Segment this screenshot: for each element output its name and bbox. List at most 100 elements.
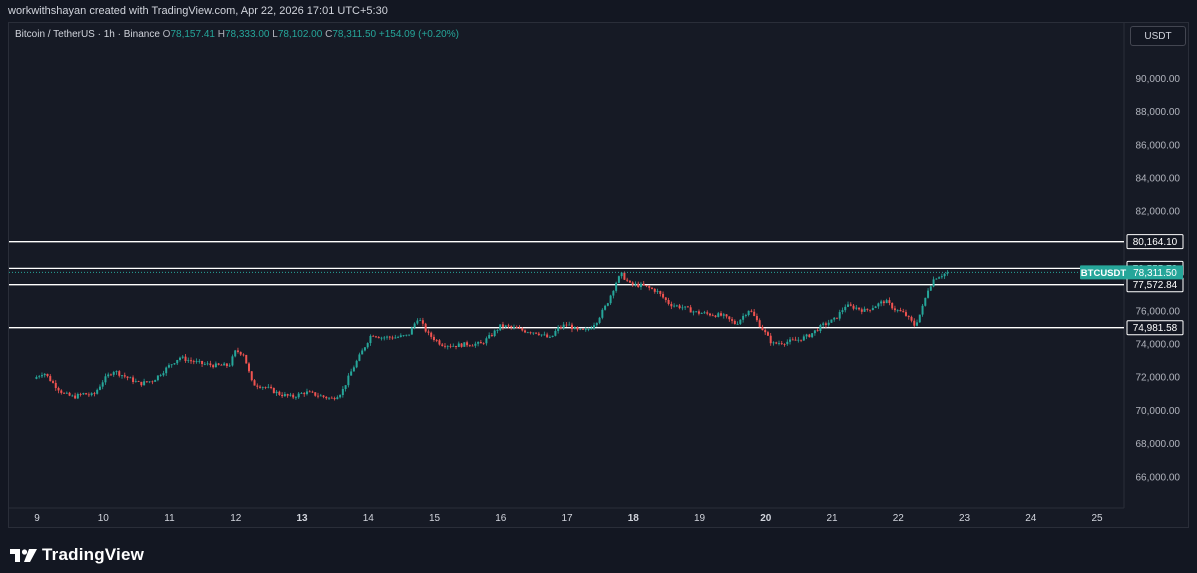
candle-body [744,314,747,316]
candle-body [328,397,331,399]
symbol-tag-box [1080,265,1127,280]
candle-body [789,339,792,342]
candle-body [170,364,173,366]
candles-group [35,270,949,401]
candle-body [245,354,248,364]
candle-body [79,393,82,395]
price-tick-label: 84,000.00 [1136,174,1181,185]
candle-body [907,315,910,317]
candle-body [402,335,405,337]
level-price-tag [1126,234,1184,250]
tradingview-brand[interactable]: TradingView [10,545,144,565]
candle-body [524,330,527,333]
candle-body [386,336,389,338]
candle-body [201,360,204,365]
candle-body [281,394,284,397]
time-tick-label: 25 [1091,513,1103,524]
candle-body [568,324,571,326]
candle-body [631,282,634,285]
candle-body [758,320,761,327]
candle-body [173,363,176,365]
candle-body [501,324,504,327]
currency-button[interactable]: USDT [1130,26,1186,46]
candle-body [739,319,742,324]
candle-body [490,335,493,336]
candle-body [482,343,485,345]
candle-body [684,306,687,308]
candle-body [443,345,446,347]
candle-body [673,305,676,307]
candle-body [921,305,924,315]
candle-body [604,305,607,310]
candle-body [593,325,596,329]
candle-body [305,391,308,395]
candle-body [543,334,546,336]
candle-body [38,376,41,378]
candle-body [143,381,146,386]
candle-body [198,360,201,362]
candle-body [303,393,306,395]
candle-body [648,286,651,288]
candle-body [129,377,132,379]
candle-body [584,329,587,331]
candle-body [733,320,736,325]
candle-body [639,283,642,288]
candle-body [220,364,223,366]
candle-body [529,332,532,334]
candle-body [570,324,573,330]
candle-body [455,345,458,348]
candle-body [35,377,38,379]
candle-body [416,320,419,324]
candle-body [742,315,745,320]
candle-body [645,285,648,287]
candle-body [504,325,507,327]
level-price-label: 80,164.10 [1133,237,1178,248]
candle-body [755,315,758,321]
level-price-label: 77,572.84 [1133,280,1178,291]
candle-body [184,356,187,361]
candle-body [518,328,521,329]
candle-body [460,343,463,347]
candle-body [261,387,264,388]
candle-body [190,360,193,362]
chart-frame[interactable] [8,22,1189,528]
candle-body [52,381,55,383]
candle-body [775,342,778,344]
candle-body [559,327,562,329]
candle-body [317,395,320,397]
candle-body [615,282,618,291]
candle-body [546,334,549,338]
candle-body [797,339,800,341]
candle-body [595,322,598,326]
candle-body [471,345,474,347]
candle-body [700,313,703,315]
candle-body [808,334,811,338]
candle-body [786,341,789,345]
candle-body [885,300,888,304]
candle-body [391,337,394,339]
candle-body [350,371,353,376]
candle-body [535,332,538,334]
candle-body [223,363,226,366]
legend-change: +154.09 (+0.20%) [378,29,459,40]
candle-body [339,395,342,398]
time-tick-label: 24 [1025,513,1037,524]
candle-body [126,376,129,378]
candle-body [888,300,891,303]
candle-body [800,339,803,341]
candle-body [474,343,477,346]
price-tick-label: 72,000.00 [1136,373,1181,384]
candle-body [703,312,706,314]
last-price-label: 78,311.50 [1133,268,1177,279]
candle-body [49,376,52,382]
candle-body [399,335,402,337]
candle-body [717,313,720,317]
candle-body [275,391,278,394]
candle-body [496,330,499,331]
candle-body [540,334,543,336]
candle-body [838,312,841,319]
candle-body [620,272,623,277]
legend-open-label: O [162,29,171,40]
candle-body [830,319,833,323]
